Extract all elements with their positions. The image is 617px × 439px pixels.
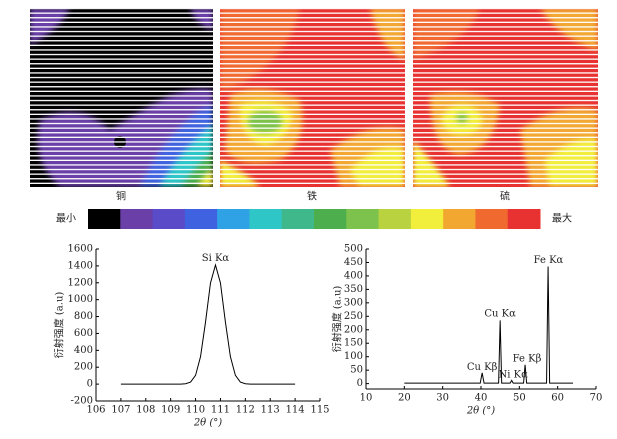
colorbar-swatch: [507, 209, 541, 229]
colorbar-swatch: [88, 209, 121, 229]
y-tick-label: 450: [344, 257, 363, 268]
colorbar-swatch: [410, 209, 444, 229]
y-tick-label: 300: [344, 297, 363, 308]
chart-layer: 铜铁硫最小 最大-20002004006008001000120014001600…: [53, 190, 603, 429]
x-tick-label: 113: [261, 405, 280, 416]
y-tick-label: -200: [71, 396, 93, 407]
y-tick-label: 800: [74, 311, 93, 322]
x-tick-label: 10: [360, 393, 373, 404]
x-tick-label: 107: [111, 405, 130, 416]
x-tick-label: 112: [236, 405, 255, 416]
x-tick-label: 30: [436, 393, 449, 404]
sulfur-map: [413, 8, 598, 187]
colorbar-swatch: [120, 209, 154, 229]
annotation: Si Kα: [202, 253, 230, 264]
x-tick-label: 109: [161, 405, 180, 416]
y-tick-label: 1600: [68, 244, 93, 255]
y-tick-label: 50: [350, 365, 363, 376]
map-label: 铜: [116, 191, 126, 203]
y-tick-label: 400: [344, 270, 363, 281]
y-axis-label: 衍射强度 (a.u): [53, 292, 66, 359]
y-tick-label: 350: [344, 284, 363, 295]
map-label: 硫: [500, 190, 510, 203]
annotation: Fe Kβ: [513, 353, 542, 364]
x-tick-label: 108: [136, 405, 155, 416]
iron-map: [220, 8, 405, 187]
y-tick-label: 100: [344, 351, 363, 362]
map-label: 铁: [307, 190, 317, 203]
x-tick-label: 60: [551, 393, 564, 404]
y-tick-label: 0: [87, 379, 93, 390]
copper-map: [30, 8, 213, 187]
annotation: Cu Kβ: [467, 362, 498, 373]
y-tick-label: 250: [344, 311, 363, 322]
colorbar-swatch: [184, 209, 218, 229]
colorbar-min-label: 最小: [56, 213, 76, 225]
y-tick-label: 400: [74, 345, 93, 356]
colorbar-swatch: [443, 209, 476, 229]
x-tick-label: 70: [590, 393, 603, 404]
colorbar-swatch: [281, 209, 315, 229]
x-tick-label: 50: [513, 393, 526, 404]
x-tick-label: 110: [186, 405, 205, 416]
colorbar-swatch: [378, 209, 412, 229]
y-tick-label: 200: [74, 362, 93, 373]
x-axis-label: 2θ (°): [193, 418, 222, 429]
y-tick-label: 600: [74, 328, 93, 339]
y-axis-label: 衍射强度 (a.u): [331, 286, 344, 353]
x-axis-label: 2θ (°): [466, 406, 495, 417]
y-tick-label: 150: [344, 338, 363, 349]
annotation: Cu Kα: [484, 309, 516, 320]
y-tick-label: 500: [344, 244, 363, 255]
colorbar-swatch: [152, 209, 186, 229]
y-tick-label: 0: [357, 378, 363, 389]
x-tick-label: 20: [398, 393, 411, 404]
y-tick-label: 1400: [68, 260, 93, 271]
x-tick-label: 111: [211, 405, 230, 416]
data-line: [120, 263, 296, 385]
x-tick-label: 106: [86, 405, 105, 416]
y-tick-label: 200: [344, 324, 363, 335]
annotation: Ni Kα: [499, 370, 529, 381]
x-tick-label: 40: [475, 393, 488, 404]
colorbar-swatch: [249, 209, 283, 229]
colorbar-swatch: [346, 209, 380, 229]
colorbar-swatch: [314, 209, 347, 229]
x-tick-label: 115: [310, 405, 329, 416]
colorbar-swatch: [217, 209, 250, 229]
colorbar-max-label: 最大: [552, 212, 572, 225]
y-tick-label: 1000: [68, 294, 93, 305]
data-line: [404, 266, 573, 384]
x-tick-label: 114: [286, 405, 305, 416]
colorbar-swatch: [475, 209, 509, 229]
y-tick-label: 1200: [68, 277, 93, 288]
annotation: Fe Kα: [534, 255, 564, 266]
